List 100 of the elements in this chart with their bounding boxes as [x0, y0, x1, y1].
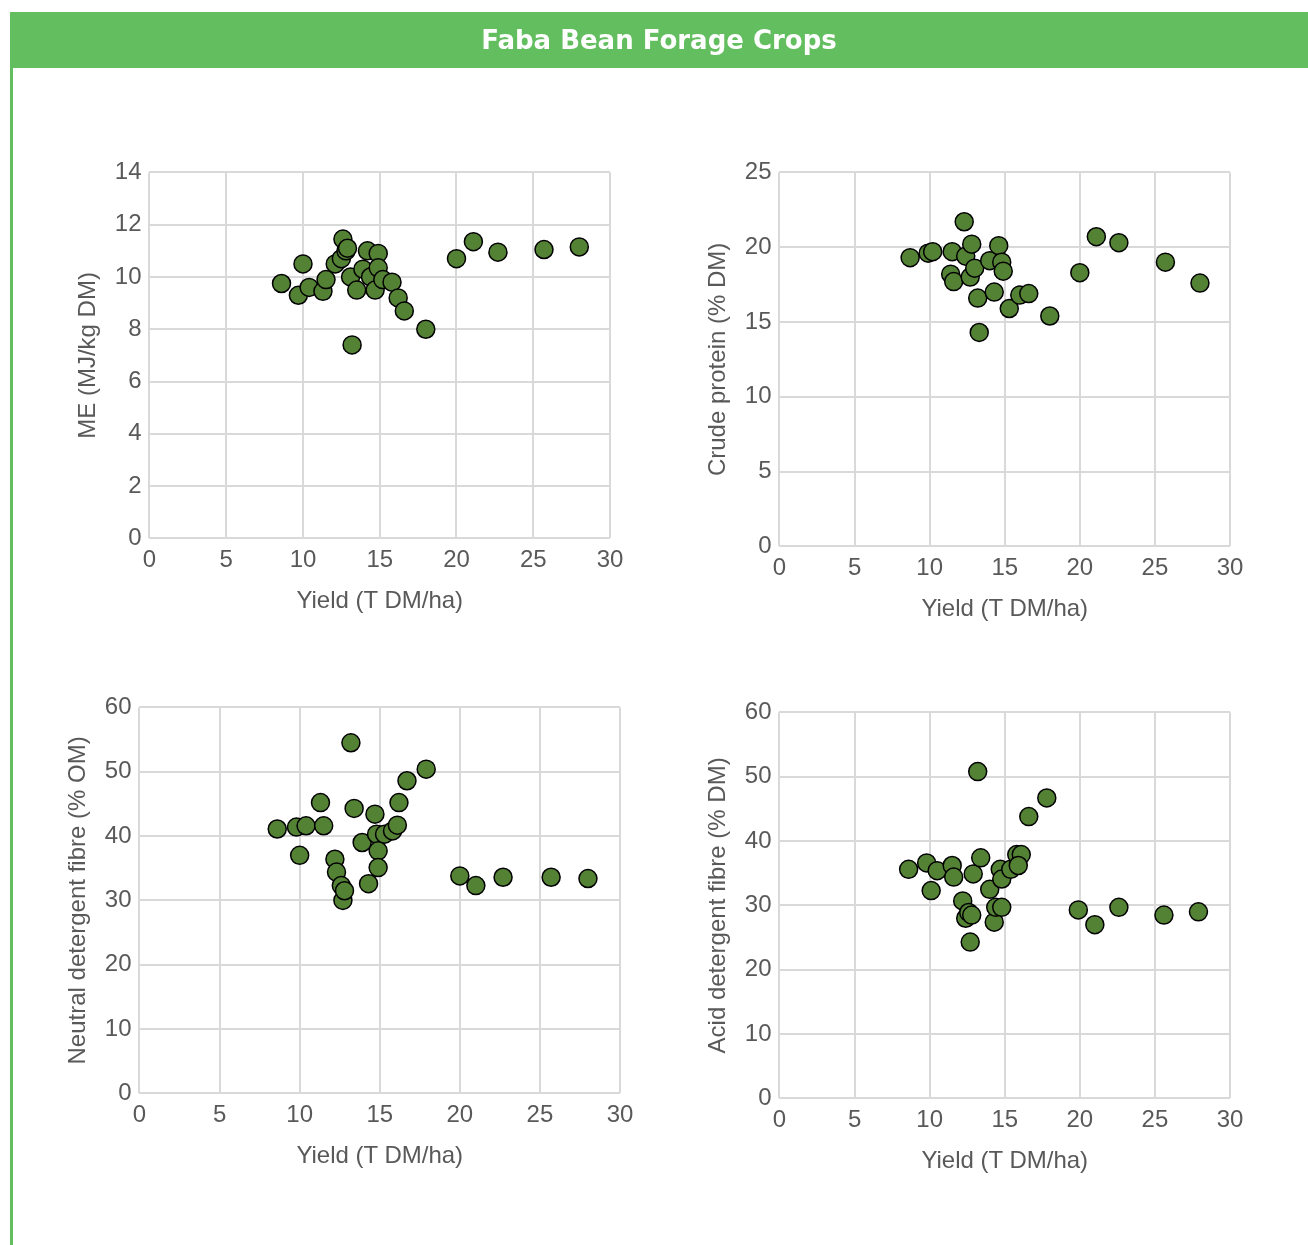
point: [313, 816, 334, 836]
point: [898, 859, 919, 880]
point: [1070, 262, 1090, 283]
point: [922, 241, 943, 262]
point: [541, 867, 561, 887]
point: [960, 932, 980, 952]
y-tick-label: 15: [744, 306, 772, 334]
point: [316, 269, 336, 290]
point: [342, 335, 362, 355]
point: [365, 804, 385, 824]
point: [289, 845, 310, 866]
y-tick-label: 60: [104, 692, 132, 720]
point: [963, 864, 983, 884]
x-tick-label: 5: [212, 1100, 227, 1128]
x-tick-label: 30: [606, 1100, 634, 1128]
point: [271, 273, 292, 294]
point: [991, 897, 1012, 918]
point: [921, 880, 941, 901]
point: [979, 879, 1000, 900]
x-axis-title: Yield (T DM/ha): [921, 1146, 1089, 1174]
y-tick-label: 0: [118, 1078, 132, 1106]
point: [293, 254, 313, 274]
point: [1109, 232, 1129, 253]
point: [341, 733, 361, 753]
point: [900, 247, 920, 268]
point: [344, 798, 364, 819]
point: [267, 819, 287, 839]
x-tick-label: 20: [1066, 1105, 1094, 1133]
point: [1085, 914, 1105, 935]
y-tick-label: 30: [104, 885, 132, 913]
point: [387, 815, 408, 835]
point: [970, 848, 991, 868]
point: [967, 761, 988, 782]
point: [394, 301, 415, 321]
y-tick-label: 5: [758, 456, 772, 484]
point: [993, 261, 1013, 281]
point: [358, 873, 379, 894]
x-tick-label: 5: [219, 545, 233, 573]
point: [1155, 252, 1176, 272]
y-tick-label: 2: [128, 470, 142, 498]
point: [346, 280, 367, 300]
point: [534, 239, 554, 260]
y-tick-label: 4: [128, 418, 142, 446]
point: [450, 866, 470, 886]
point: [1190, 273, 1210, 293]
x-tick-label: 20: [1066, 553, 1094, 581]
point: [969, 322, 989, 343]
y-tick-label: 40: [104, 820, 132, 848]
x-tick-label: 5: [847, 1105, 862, 1133]
y-tick-label: 40: [744, 825, 772, 853]
x-tick-label: 20: [443, 545, 470, 573]
x-tick-label: 10: [286, 1100, 314, 1128]
y-tick-label: 20: [744, 231, 772, 259]
x-tick-label: 10: [289, 545, 317, 573]
point: [988, 235, 1009, 256]
x-tick-label: 15: [991, 553, 1019, 581]
point: [368, 857, 388, 878]
x-tick-label: 10: [916, 1105, 944, 1133]
point: [296, 816, 316, 836]
x-tick-label: 10: [916, 553, 944, 581]
y-tick-label: 50: [104, 756, 132, 784]
y-tick-label: 10: [114, 261, 142, 289]
point: [1068, 900, 1089, 920]
point: [488, 242, 508, 262]
point: [569, 237, 590, 257]
y-tick-label: 30: [744, 890, 772, 918]
y-tick-label: 25: [744, 157, 772, 185]
y-tick-label: 10: [744, 1018, 772, 1046]
y-axis-title: Crude protein (% DM): [703, 242, 731, 477]
point: [1188, 902, 1209, 922]
point: [578, 868, 598, 889]
y-tick-label: 50: [744, 761, 772, 789]
y-axis-title: Neutral detergent fibre (% OM): [63, 736, 91, 1065]
y-tick-label: 10: [744, 381, 772, 409]
x-axis-title: Yield (T DM/ha): [296, 1141, 464, 1169]
x-tick-label: 25: [1141, 1105, 1169, 1133]
x-tick-label: 15: [366, 545, 394, 573]
point: [466, 875, 486, 896]
point: [416, 759, 436, 779]
point: [397, 770, 417, 791]
point: [1008, 855, 1029, 876]
point: [382, 272, 402, 292]
x-axis-title: Yield (T DM/ha): [296, 586, 464, 614]
point: [352, 832, 372, 853]
chart-title: Faba Bean Forage Crops: [10, 12, 1308, 68]
point: [1019, 806, 1039, 827]
point: [368, 841, 388, 861]
x-tick-label: 25: [526, 1100, 554, 1128]
point: [389, 792, 409, 813]
y-tick-label: 6: [128, 366, 142, 394]
point: [1086, 226, 1107, 247]
point: [1154, 905, 1174, 925]
x-tick-label: 20: [446, 1100, 474, 1128]
y-tick-label: 0: [128, 523, 142, 551]
x-tick-label: 30: [1216, 1105, 1244, 1133]
y-tick-label: 10: [104, 1013, 132, 1041]
point: [1037, 788, 1057, 808]
point: [446, 248, 467, 269]
x-tick-label: 5: [847, 553, 862, 581]
point: [463, 231, 484, 252]
